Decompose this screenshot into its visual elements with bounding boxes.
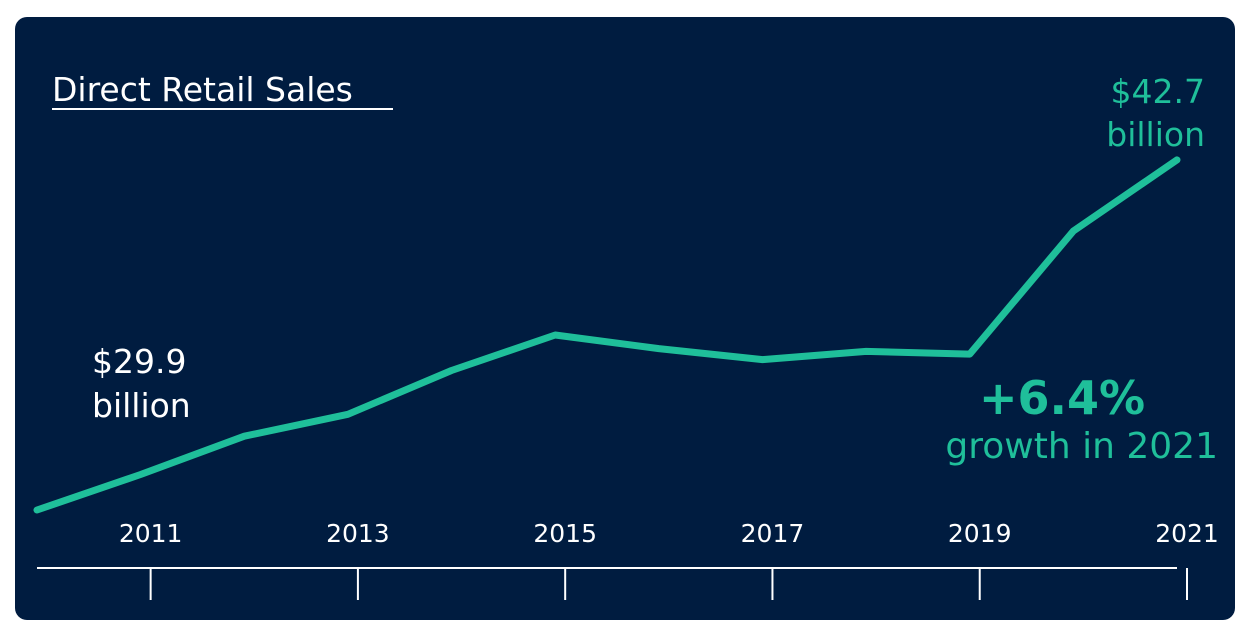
x-tick-label-2017: 2017 xyxy=(741,519,805,548)
x-tick-label-2011: 2011 xyxy=(119,519,183,548)
start-value-label: $29.9 xyxy=(92,342,186,381)
x-tick-label-2021: 2021 xyxy=(1155,519,1219,548)
x-tick-label-2019: 2019 xyxy=(948,519,1012,548)
x-tick-label-2013: 2013 xyxy=(326,519,390,548)
x-tick-label-2015: 2015 xyxy=(533,519,597,548)
end-unit-label: billion xyxy=(1106,115,1205,154)
growth-text-label: growth in 2021 xyxy=(945,426,1218,467)
start-unit-label: billion xyxy=(92,386,191,425)
series-line xyxy=(33,156,1181,514)
chart-card: Direct Retail Sales 2011 2013 2015 2017 2019… xyxy=(15,17,1235,620)
line-chart: Direct Retail Sales 2011 2013 2015 2017 2019… xyxy=(33,70,1219,600)
end-value-label: $42.7 xyxy=(1111,72,1205,111)
x-tick-labels: 2011 2013 2015 2017 2019 2021 xyxy=(119,519,1219,548)
chart-title: Direct Retail Sales xyxy=(52,70,353,109)
x-axis xyxy=(37,567,1188,600)
growth-value-label: +6.4% xyxy=(979,371,1145,425)
